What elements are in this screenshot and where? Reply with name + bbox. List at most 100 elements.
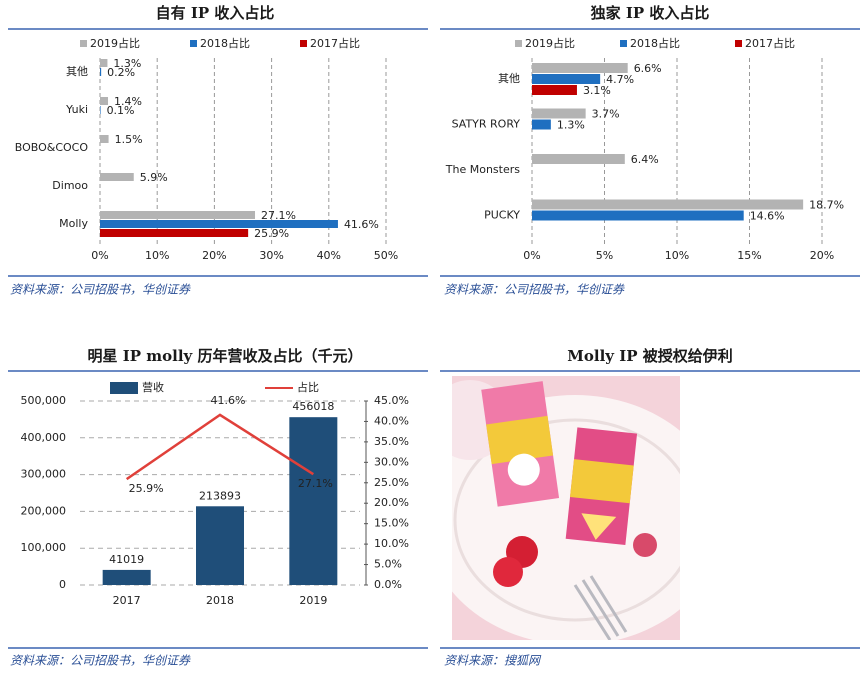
y2-tick-label: 45.0% <box>374 394 409 407</box>
bar <box>100 106 101 114</box>
value-label: 25.9% <box>129 482 164 495</box>
bar <box>100 97 109 105</box>
x-tick-label: 5% <box>596 249 613 262</box>
value-label: 0.2% <box>107 66 135 79</box>
y2-tick-label: 35.0% <box>374 435 409 448</box>
bar <box>100 173 134 181</box>
category-label: Dimoo <box>52 179 88 192</box>
x-tick-label: 0% <box>523 249 540 262</box>
chart-title: 独家 IP 收入占比 <box>591 4 710 22</box>
bar <box>100 229 249 237</box>
bar <box>100 220 338 228</box>
value-label: 4.7% <box>606 73 634 86</box>
x-tick-label: 50% <box>374 249 398 262</box>
value-label: 27.1% <box>261 209 296 222</box>
y2-tick-label: 15.0% <box>374 517 409 530</box>
value-label: 6.4% <box>631 153 659 166</box>
x-tick-label: 15% <box>737 249 761 262</box>
bar <box>289 417 338 585</box>
legend-label: 2018占比 <box>200 36 250 50</box>
value-label: 1.3% <box>557 119 585 132</box>
value-label: 3.7% <box>592 108 620 121</box>
value-label: 6.6% <box>634 62 662 75</box>
legend-label: 2019占比 <box>525 36 575 50</box>
y2-tick-label: 20.0% <box>374 496 409 509</box>
legend-label: 2019占比 <box>90 36 140 50</box>
legend-label: 占比 <box>297 380 319 394</box>
value-label: 213893 <box>199 489 241 502</box>
value-label: 25.9% <box>254 227 289 240</box>
value-label: 3.1% <box>583 84 611 97</box>
category-label: BOBO&COCO <box>15 141 89 154</box>
legend-swatch <box>620 40 627 47</box>
category-label: PUCKY <box>484 209 520 222</box>
value-label: 41019 <box>109 553 144 566</box>
chart-title: 明星 IP molly 历年营收及占比（千元） <box>88 347 363 365</box>
category-label: Yuki <box>65 103 88 116</box>
category-label: 其他 <box>66 65 88 78</box>
bar <box>532 108 586 119</box>
y2-tick-label: 0.0% <box>374 578 402 591</box>
photo-title: Molly IP 被授权给伊利 <box>567 347 732 365</box>
category-label: 其他 <box>498 72 520 85</box>
y2-tick-label: 5.0% <box>374 558 402 571</box>
bar <box>100 59 108 67</box>
category-label: Molly <box>59 217 88 230</box>
value-label: 18.7% <box>809 199 844 212</box>
legend-swatch <box>515 40 522 47</box>
source-note: 资料来源：公司招股书，华创证券 <box>10 654 191 668</box>
line <box>125 413 315 481</box>
photo <box>452 376 680 640</box>
bar <box>532 119 551 130</box>
y2-tick-label: 10.0% <box>374 537 409 550</box>
value-label: 5.9% <box>140 171 168 184</box>
y-tick-label: 0 <box>59 578 66 591</box>
value-label: 27.1% <box>298 477 333 490</box>
bar <box>532 63 628 73</box>
bar <box>196 506 244 585</box>
legend-swatch <box>80 40 87 47</box>
value-label: 14.6% <box>750 210 785 223</box>
legend-label: 2017占比 <box>310 36 360 50</box>
source-note: 资料来源：公司招股书，华创证券 <box>10 283 191 297</box>
bar <box>532 74 601 84</box>
value-label: 41.6% <box>344 218 379 231</box>
bar <box>532 154 625 164</box>
value-label: 0.1% <box>107 104 135 117</box>
x-tick-label: 40% <box>317 249 341 262</box>
y-tick-label: 200,000 <box>21 504 67 517</box>
y2-tick-label: 25.0% <box>374 476 409 489</box>
source-note: 资料来源：公司招股书，华创证券 <box>444 283 625 297</box>
legend-label: 2017占比 <box>745 36 795 50</box>
legend-swatch <box>190 40 197 47</box>
value-label: 1.4% <box>114 95 142 108</box>
chart-title: 自有 IP 收入占比 <box>156 4 275 22</box>
x-tick-label: 2017 <box>113 594 141 607</box>
y-tick-label: 400,000 <box>21 431 67 444</box>
bar <box>100 211 256 219</box>
value-label: 456018 <box>292 400 334 413</box>
bar <box>102 569 151 585</box>
bar <box>100 135 109 143</box>
y-tick-label: 500,000 <box>21 394 67 407</box>
legend-label: 营收 <box>142 380 164 394</box>
legend-swatch <box>300 40 307 47</box>
x-tick-label: 20% <box>810 249 834 262</box>
category-label: The Monsters <box>445 163 520 176</box>
source-note: 资料来源：搜狐网 <box>444 654 542 668</box>
bar <box>532 199 804 210</box>
y-tick-label: 300,000 <box>21 468 67 481</box>
x-tick-label: 0% <box>91 249 108 262</box>
legend-label: 2018占比 <box>630 36 680 50</box>
category-label: SATYR RORY <box>452 118 521 131</box>
x-tick-label: 10% <box>665 249 689 262</box>
legend-swatch <box>735 40 742 47</box>
value-label: 41.6% <box>211 394 246 407</box>
value-label: 1.3% <box>113 57 141 70</box>
bar <box>532 85 577 95</box>
y2-tick-label: 40.0% <box>374 414 409 427</box>
x-tick-label: 30% <box>259 249 283 262</box>
bar <box>100 68 102 76</box>
y2-tick-label: 30.0% <box>374 455 409 468</box>
